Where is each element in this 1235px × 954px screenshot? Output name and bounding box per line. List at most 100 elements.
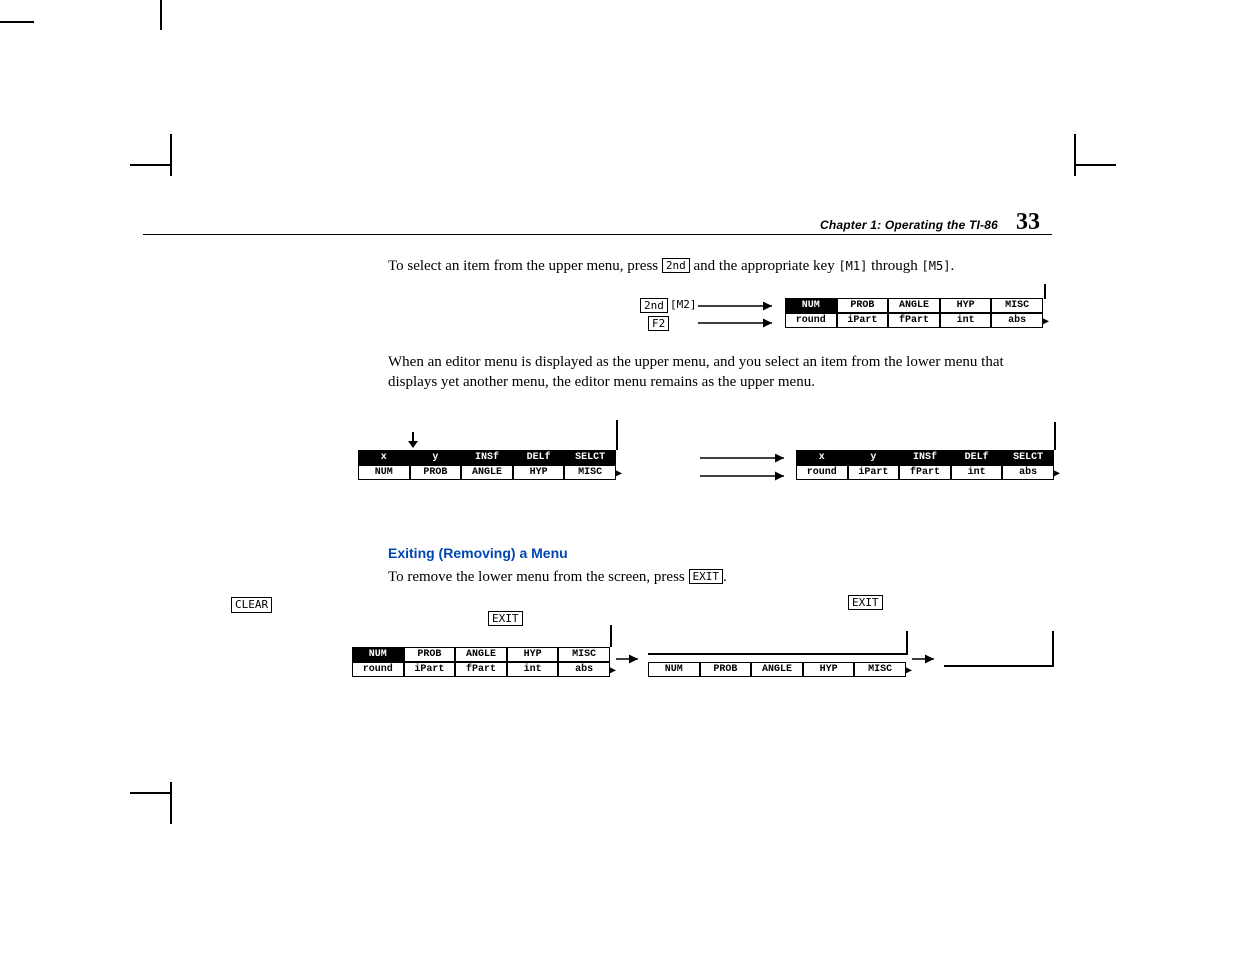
cropmark [0, 21, 34, 23]
paragraph-remove-lower: To remove the lower menu from the screen… [388, 567, 1039, 587]
text: . [950, 258, 954, 274]
keycap-exit: EXIT [848, 595, 883, 610]
menu-cell: ANGLE [888, 298, 940, 313]
calc-menu-lower: round iPart fPart int abs [352, 662, 610, 677]
menu-cell: fPart [899, 465, 951, 480]
tick [610, 625, 612, 647]
header-rule [143, 234, 1052, 235]
menu-cell: SELCT [1002, 450, 1054, 465]
arrow-icon [698, 302, 778, 332]
keycap-exit: EXIT [689, 569, 724, 584]
key-m1: [M1] [838, 259, 867, 273]
menu-cell: abs [558, 662, 610, 677]
more-caret-icon: ▶ [616, 468, 622, 479]
arrow-icon [912, 653, 940, 667]
key-m5: [M5] [922, 259, 951, 273]
arrow-icon [616, 653, 644, 667]
calc-menu-lower: round iPart fPart int abs [796, 465, 1054, 480]
paragraph-editor-menu: When an editor menu is displayed as the … [388, 352, 1039, 393]
menu-cell: ANGLE [455, 647, 507, 662]
keycap-f2: F2 [648, 316, 669, 331]
menu-cell: int [951, 465, 1003, 480]
calc-menu-single: NUM PROB ANGLE HYP MISC ▶ [648, 662, 906, 677]
cropmark [160, 0, 162, 30]
menu-cell: fPart [455, 662, 507, 677]
keycap-clear: CLEAR [231, 597, 272, 613]
menu-cell: round [785, 313, 837, 328]
empty-screen [944, 631, 1054, 667]
menu-cell: NUM [358, 465, 410, 480]
rule [944, 665, 1054, 667]
menu-cell: iPart [837, 313, 889, 328]
cropmark [130, 164, 172, 166]
cropmark [1074, 164, 1116, 166]
tick [906, 631, 908, 655]
calc-menu-upper: NUM PROB ANGLE HYP MISC [785, 298, 1043, 313]
menu-cell: PROB [700, 662, 752, 677]
calc-menu-double: x y INSf DELf SELCT round iPart fPart in… [796, 450, 1054, 480]
menu-cell: y [848, 450, 900, 465]
cropmark [130, 792, 172, 794]
calc-menu-double: x y INSf DELf SELCT NUM PROB ANGLE HYP M… [358, 450, 616, 480]
calc-menu-upper: x y INSf DELf SELCT [358, 450, 616, 465]
down-arrow-icon [406, 432, 420, 450]
menu-cell: abs [991, 313, 1043, 328]
text: and the appropriate key [690, 258, 839, 274]
menu-cell: HYP [803, 662, 855, 677]
menu-cell: DELf [951, 450, 1003, 465]
menu-cell: INSf [461, 450, 513, 465]
calc-menu-double: NUM PROB ANGLE HYP MISC round iPart fPar… [352, 647, 610, 677]
menu-cell: SELCT [564, 450, 616, 465]
menu-cell: NUM [352, 647, 404, 662]
menu-cell: HYP [940, 298, 992, 313]
key-m2: [M2] [670, 298, 697, 311]
menu-cell: DELf [513, 450, 565, 465]
rule [648, 653, 908, 655]
tick [1052, 631, 1054, 667]
menu-cell: ANGLE [461, 465, 513, 480]
arrow-icon [700, 454, 790, 484]
diagram-editor-left: x y INSf DELf SELCT NUM PROB ANGLE HYP M… [388, 420, 648, 500]
tick [1054, 422, 1056, 450]
menu-cell: HYP [513, 465, 565, 480]
text: Exiting (Removing) a Menu [388, 545, 568, 561]
calc-menu-upper: NUM PROB ANGLE HYP MISC [352, 647, 610, 662]
text: To remove the lower menu from the screen… [388, 569, 689, 585]
menu-cell: int [507, 662, 559, 677]
menu-cell: iPart [404, 662, 456, 677]
calc-menu-row: NUM PROB ANGLE HYP MISC [648, 662, 906, 677]
keycap-exit: EXIT [488, 611, 523, 626]
menu-cell: iPart [848, 465, 900, 480]
text: To select an item from the upper menu, p… [388, 258, 662, 274]
menu-cell: INSf [899, 450, 951, 465]
menu-cell: MISC [564, 465, 616, 480]
diagram-exit: EXIT NUM PROB ANGLE HYP MISC round iPart… [388, 595, 1048, 695]
menu-cell: MISC [854, 662, 906, 677]
more-caret-icon: ▶ [1054, 468, 1060, 479]
more-caret-icon: ▶ [1043, 316, 1049, 327]
cropmark [170, 134, 172, 176]
calc-menu-double: NUM PROB ANGLE HYP MISC round iPart fPar… [785, 298, 1043, 328]
running-header: Chapter 1: Operating the TI-86 33 [820, 209, 1040, 236]
menu-cell: x [358, 450, 410, 465]
diagram-editor-right: x y INSf DELf SELCT round iPart fPart in… [700, 440, 1060, 510]
menu-cell: abs [1002, 465, 1054, 480]
menu-cell: ANGLE [751, 662, 803, 677]
calc-menu-lower: round iPart fPart int abs [785, 313, 1043, 328]
menu-cell: x [796, 450, 848, 465]
menu-cell: MISC [558, 647, 610, 662]
keycap-2nd: 2nd [662, 258, 690, 273]
cropmark [170, 782, 172, 824]
subheading-exiting: Exiting (Removing) a Menu [388, 545, 568, 561]
menu-cell: MISC [991, 298, 1043, 313]
calc-menu-upper: x y INSf DELf SELCT [796, 450, 1054, 465]
chapter-title: Chapter 1: Operating the TI-86 [820, 218, 998, 232]
text: . [723, 569, 727, 585]
text: through [867, 258, 921, 274]
menu-cell: PROB [404, 647, 456, 662]
text: When an editor menu is displayed as the … [388, 354, 1004, 390]
menu-cell: y [410, 450, 462, 465]
menu-cell: fPart [888, 313, 940, 328]
menu-cell: NUM [785, 298, 837, 313]
menu-cell: PROB [837, 298, 889, 313]
